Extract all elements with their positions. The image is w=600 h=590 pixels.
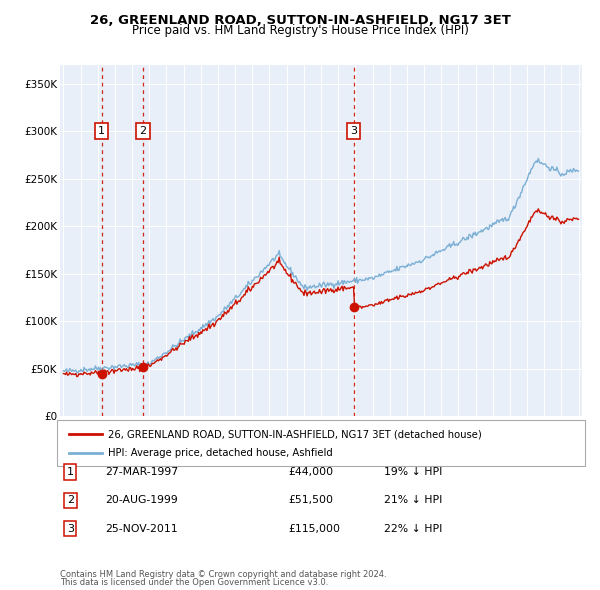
Text: Price paid vs. HM Land Registry's House Price Index (HPI): Price paid vs. HM Land Registry's House … [131, 24, 469, 37]
Text: £44,000: £44,000 [288, 467, 333, 477]
Text: 26, GREENLAND ROAD, SUTTON-IN-ASHFIELD, NG17 3ET (detached house): 26, GREENLAND ROAD, SUTTON-IN-ASHFIELD, … [108, 430, 482, 440]
Text: £51,500: £51,500 [288, 496, 333, 505]
Text: 1: 1 [98, 126, 105, 136]
Text: 2: 2 [67, 496, 74, 505]
Text: 27-MAR-1997: 27-MAR-1997 [105, 467, 178, 477]
Text: HPI: Average price, detached house, Ashfield: HPI: Average price, detached house, Ashf… [108, 448, 333, 458]
Text: 19% ↓ HPI: 19% ↓ HPI [384, 467, 442, 477]
Text: Contains HM Land Registry data © Crown copyright and database right 2024.: Contains HM Land Registry data © Crown c… [60, 570, 386, 579]
Text: £115,000: £115,000 [288, 524, 340, 533]
Text: 25-NOV-2011: 25-NOV-2011 [105, 524, 178, 533]
Text: 22% ↓ HPI: 22% ↓ HPI [384, 524, 442, 533]
Text: 20-AUG-1999: 20-AUG-1999 [105, 496, 178, 505]
Text: 26, GREENLAND ROAD, SUTTON-IN-ASHFIELD, NG17 3ET: 26, GREENLAND ROAD, SUTTON-IN-ASHFIELD, … [89, 14, 511, 27]
Text: 3: 3 [67, 524, 74, 533]
Text: 3: 3 [350, 126, 357, 136]
Text: 1: 1 [67, 467, 74, 477]
Text: 21% ↓ HPI: 21% ↓ HPI [384, 496, 442, 505]
Text: This data is licensed under the Open Government Licence v3.0.: This data is licensed under the Open Gov… [60, 578, 328, 587]
Text: 2: 2 [139, 126, 146, 136]
